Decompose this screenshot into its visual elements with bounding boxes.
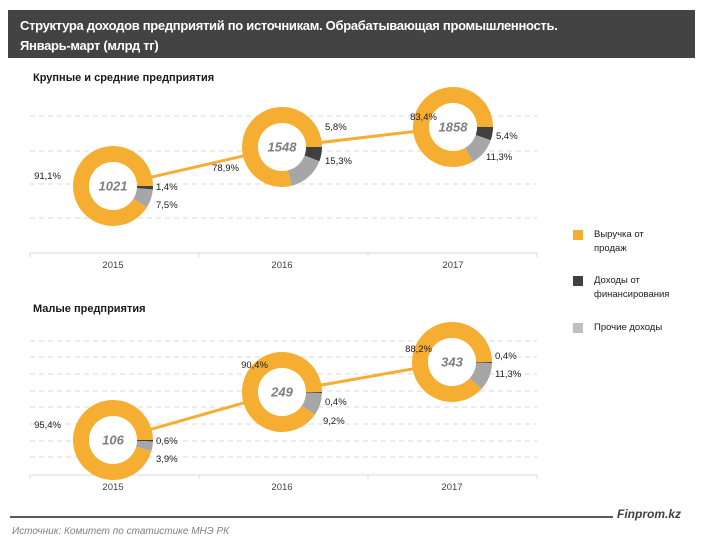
donut-slice-financing [475,362,492,364]
section-title-large-medium: Крупные и средние предприятия [33,72,215,84]
x-tick-label: 2015 [102,260,123,271]
legend-label-financing: Доходы от финансирования [594,275,670,300]
chart-title-line2: Январь-март (млрд тг) [20,38,159,53]
pct-label-financing: 1,4% [156,182,178,193]
pct-label-financing: 5,8% [325,122,347,133]
donut-hole [258,123,306,171]
donut-slice-other [464,134,491,162]
section-title-small: Малые предприятия [33,303,146,315]
donut-hole [429,103,477,151]
donut-slice-financing [136,440,153,442]
donut-hole [89,162,137,210]
donut-slice-sales [242,107,322,188]
pct-label-sales: 90,4% [241,360,268,371]
donut-slice-sales [411,321,492,402]
legend-label-other: Прочие доходы [594,322,663,333]
donut-slice-sales [72,145,153,226]
donut-slice-sales [413,87,493,167]
pct-label-sales: 83,4% [410,112,437,123]
donut-total-label: 1021 [99,179,128,194]
x-tick-label: 2016 [271,482,292,493]
pct-label-sales: 95,4% [34,420,61,431]
donut-hole [428,338,476,386]
donut-slice-financing [136,186,153,190]
x-tick-label: 2017 [441,482,462,493]
source-note: Источник: Комитет по статистике МНЭ РК [12,526,230,537]
chart-title-line1: Структура доходов предприятий по источни… [20,18,558,33]
pct-label-financing: 0,4% [325,397,347,408]
brand-logo: Finprom.kz [617,507,682,521]
pct-label-other: 15,3% [325,156,352,167]
donut-slice-other [287,155,320,186]
donut-slice-sales [73,399,153,480]
donut-total-label: 106 [102,433,124,448]
pct-label-other: 7,5% [156,200,178,211]
donut-slice-other [469,362,492,389]
pct-label-financing: 0,6% [156,436,178,447]
donut-slice-other [133,188,153,208]
donut-hole [258,368,306,416]
donut-slice-financing [304,147,322,162]
pct-label-sales: 91,1% [34,171,61,182]
legend-swatch-other [573,323,583,333]
pct-label-financing: 5,4% [496,131,518,142]
donut-total-label: 1548 [268,140,298,155]
donut-total-label: 1858 [439,120,469,135]
x-tick-label: 2015 [102,482,123,493]
pct-label-other: 9,2% [323,416,345,427]
pct-label-other: 11,3% [495,369,522,380]
pct-label-sales: 88,2% [405,344,432,355]
legend-swatch-financing [573,276,583,286]
pct-label-sales: 78,9% [212,163,239,174]
x-tick-label: 2016 [271,260,292,271]
donut-slice-financing [475,127,493,141]
legend-swatch-sales [573,230,583,240]
footer-divider [10,516,613,518]
pct-label-financing: 0,4% [495,351,517,362]
pct-label-other: 3,9% [156,454,178,465]
donut-slice-other [301,392,322,415]
pct-label-other: 11,3% [486,152,513,163]
donut-slice-other [136,440,153,452]
donut-slice-financing [305,392,322,394]
legend-label-sales: Выручка от продаж [594,229,644,254]
donut-slice-sales [242,351,322,433]
donut-hole [89,416,137,464]
chart-header: Структура доходов предприятий по источни… [8,10,695,58]
x-tick-label: 2017 [442,260,463,271]
donut-total-label: 343 [441,355,463,370]
donut-total-label: 249 [270,385,293,400]
